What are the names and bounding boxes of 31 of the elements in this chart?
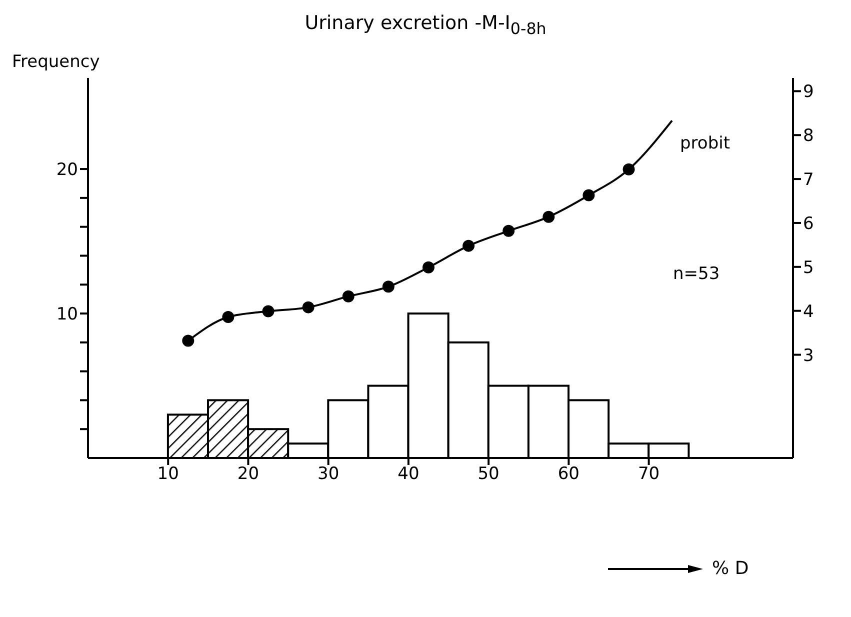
annotation: n=53 [673, 264, 720, 284]
y2-tick-label: 4 [803, 302, 814, 322]
x-tick-label: 10 [157, 464, 179, 484]
point [422, 261, 434, 274]
point [542, 210, 555, 223]
point [262, 305, 274, 318]
y2-tick-label: 7 [803, 170, 814, 190]
x-tick-label: 20 [237, 464, 260, 484]
point [342, 290, 354, 302]
y2-tick-label: 5 [803, 258, 814, 278]
chart-title: Urinary excretion -M-I$_{0-8h}$ [304, 12, 548, 38]
y2-tick-label: 3 [803, 346, 814, 366]
point [302, 301, 314, 314]
y2-tick-label: 6 [803, 214, 814, 234]
x-tick-label: 40 [398, 464, 420, 484]
x-tick-label: 60 [558, 464, 580, 484]
x-axis-title: % D [712, 558, 749, 579]
x-tick-label: 30 [318, 464, 340, 484]
x-tick-label: 50 [478, 464, 500, 484]
point [502, 224, 515, 237]
y2-tick-label: 9 [803, 82, 814, 102]
point [382, 280, 394, 293]
point [182, 334, 194, 347]
series-label: probit [680, 134, 730, 154]
y2-tick-label: 8 [803, 126, 814, 146]
point [582, 189, 595, 202]
y-axis-title: Frequency [12, 52, 100, 72]
point [622, 163, 635, 176]
point [462, 240, 475, 252]
point [222, 310, 234, 323]
x-tick-label: 70 [638, 464, 660, 484]
